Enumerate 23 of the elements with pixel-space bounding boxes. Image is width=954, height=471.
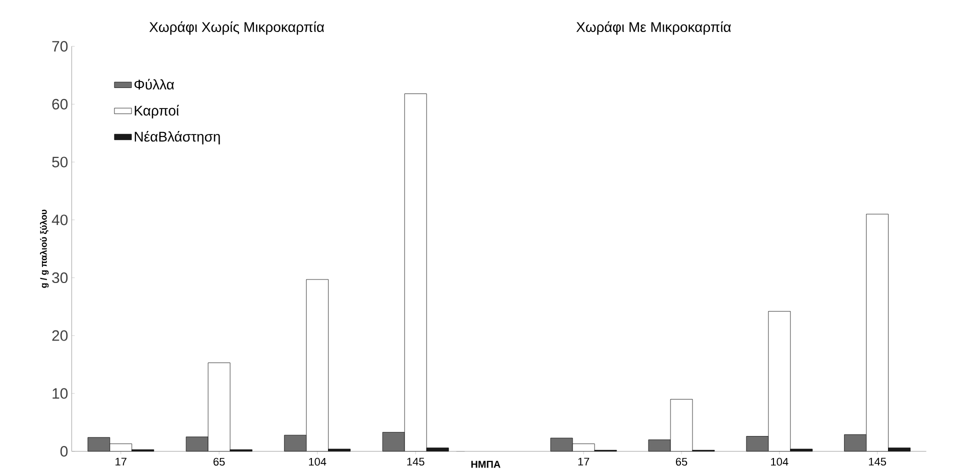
x-tick-label: 104 bbox=[309, 458, 326, 466]
legend-label: Φύλλα bbox=[134, 78, 174, 90]
x-tick-label: 17 bbox=[116, 458, 126, 466]
chart-title: Χωράφι Χωρίς Μικροκαρπία bbox=[149, 21, 324, 35]
y-tick-label: 70 bbox=[52, 40, 68, 52]
x-axis-title: ΗΜΠΑ bbox=[471, 460, 500, 468]
y-tick-label: 60 bbox=[52, 98, 68, 110]
x-tick-label: 145 bbox=[868, 458, 886, 466]
chart-title: Χωράφι Με Μικροκαρπία bbox=[576, 21, 731, 35]
legend-label: Καρποί bbox=[134, 104, 179, 118]
legend-label: ΝέαΒλάστηση bbox=[134, 130, 220, 144]
x-tick-label: 65 bbox=[676, 458, 688, 466]
x-tick-label: 17 bbox=[578, 458, 590, 466]
y-tick-label: 20 bbox=[52, 330, 68, 341]
x-tick-label: 104 bbox=[771, 458, 788, 466]
x-tick-label: 65 bbox=[214, 458, 225, 466]
y-axis-title: g / g παλιού ξύλου bbox=[40, 210, 49, 288]
y-tick-label: 0 bbox=[60, 446, 68, 457]
y-tick-label: 30 bbox=[52, 272, 68, 284]
x-tick-label: 145 bbox=[407, 458, 424, 466]
y-tick-label: 10 bbox=[52, 388, 68, 399]
y-tick-label: 50 bbox=[52, 156, 68, 168]
y-tick-label: 40 bbox=[52, 214, 68, 226]
